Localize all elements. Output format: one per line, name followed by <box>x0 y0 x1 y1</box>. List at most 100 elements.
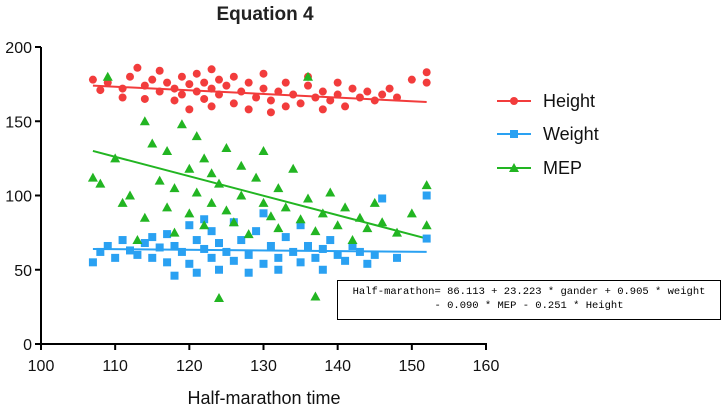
series-weight-points <box>88 191 431 280</box>
mep-point <box>421 180 432 190</box>
height-point <box>259 84 268 93</box>
weight-point <box>96 247 105 256</box>
height-point <box>281 102 290 111</box>
weight-point <box>348 241 357 250</box>
mep-point <box>303 71 313 81</box>
height-point <box>252 93 261 102</box>
weight-point <box>148 233 157 242</box>
weight-point <box>355 247 364 256</box>
weight-point <box>274 253 283 262</box>
mep-point <box>199 220 210 230</box>
x-axis-label: Half-marathon time <box>187 388 340 408</box>
mep-point <box>110 153 121 163</box>
weight-point <box>192 268 201 277</box>
weight-point <box>378 194 387 203</box>
weight-point <box>422 191 431 200</box>
height-point <box>185 80 194 89</box>
weight-point <box>281 233 290 242</box>
height-point <box>200 94 209 103</box>
height-point <box>88 75 97 84</box>
mep-point <box>117 197 128 207</box>
mep-point <box>369 197 380 207</box>
regression-equation-box: Half-marathon= 86.113 + 23.223 * gander … <box>337 280 721 320</box>
mep-point <box>184 208 195 218</box>
mep-point <box>169 183 180 193</box>
height-point <box>244 105 253 114</box>
chart-title: Equation 4 <box>216 4 314 25</box>
weight-point <box>88 258 97 267</box>
height-point <box>126 72 134 81</box>
height-point <box>266 108 275 117</box>
height-point <box>370 96 379 105</box>
weight-point <box>304 241 312 250</box>
mep-point <box>273 183 284 193</box>
height-point <box>118 93 127 102</box>
height-point <box>385 84 394 93</box>
mep-point <box>421 220 432 230</box>
height-point <box>192 87 201 96</box>
weight-point <box>289 247 298 256</box>
weight-point <box>296 258 305 267</box>
height-point <box>96 86 105 95</box>
weight-point <box>192 236 201 245</box>
weight-point <box>207 253 216 262</box>
weight-point <box>237 236 246 245</box>
x-tick-label: 100 <box>28 358 55 375</box>
weight-point <box>318 244 327 253</box>
height-point <box>259 69 268 78</box>
weight-point <box>311 253 320 262</box>
x-tick-label: 160 <box>473 358 500 375</box>
height-point <box>422 68 431 77</box>
height-point <box>244 78 253 87</box>
mep-point <box>162 145 173 155</box>
mep-point <box>377 217 388 227</box>
height-point <box>363 87 372 96</box>
legend: Height Weight MEP <box>497 91 599 178</box>
height-point <box>407 75 416 84</box>
height-point <box>170 96 179 105</box>
mep-point <box>392 227 402 237</box>
mep-point <box>147 138 158 148</box>
mep-point <box>340 202 351 212</box>
x-tick-label: 110 <box>102 358 128 375</box>
height-point <box>333 90 342 99</box>
height-point <box>192 69 201 78</box>
height-point <box>378 90 387 99</box>
weight-point <box>393 253 401 262</box>
height-point <box>170 84 179 93</box>
weight-point <box>140 239 149 248</box>
weight-point <box>422 234 431 243</box>
weight-point <box>200 215 209 224</box>
x-tick-label: 120 <box>176 358 203 375</box>
height-point <box>155 87 164 96</box>
height-point <box>207 65 216 74</box>
mep-point <box>236 190 247 200</box>
mep-point <box>265 211 276 221</box>
mep-point <box>273 223 284 233</box>
y-tick-label: 50 <box>14 263 32 280</box>
weight-point <box>215 265 223 274</box>
height-point <box>266 96 275 105</box>
weight-point <box>185 221 194 230</box>
height-point <box>148 75 157 84</box>
x-tick-label: 150 <box>398 358 425 375</box>
weight-point <box>318 265 327 274</box>
height-point <box>281 78 290 87</box>
weight-point <box>163 258 172 267</box>
weight-point <box>133 250 142 259</box>
height-point <box>163 78 172 87</box>
weight-point <box>370 250 379 259</box>
height-point <box>215 75 223 84</box>
mep-point <box>199 153 210 163</box>
weight-point <box>333 250 342 259</box>
height-point <box>140 81 149 90</box>
height-point <box>326 96 335 105</box>
height-point <box>229 99 238 108</box>
height-point <box>333 78 342 87</box>
weight-point <box>163 230 172 239</box>
mep-point <box>354 212 365 222</box>
mep-point <box>236 160 247 170</box>
mep-point <box>251 172 262 182</box>
weight-point <box>118 236 127 245</box>
